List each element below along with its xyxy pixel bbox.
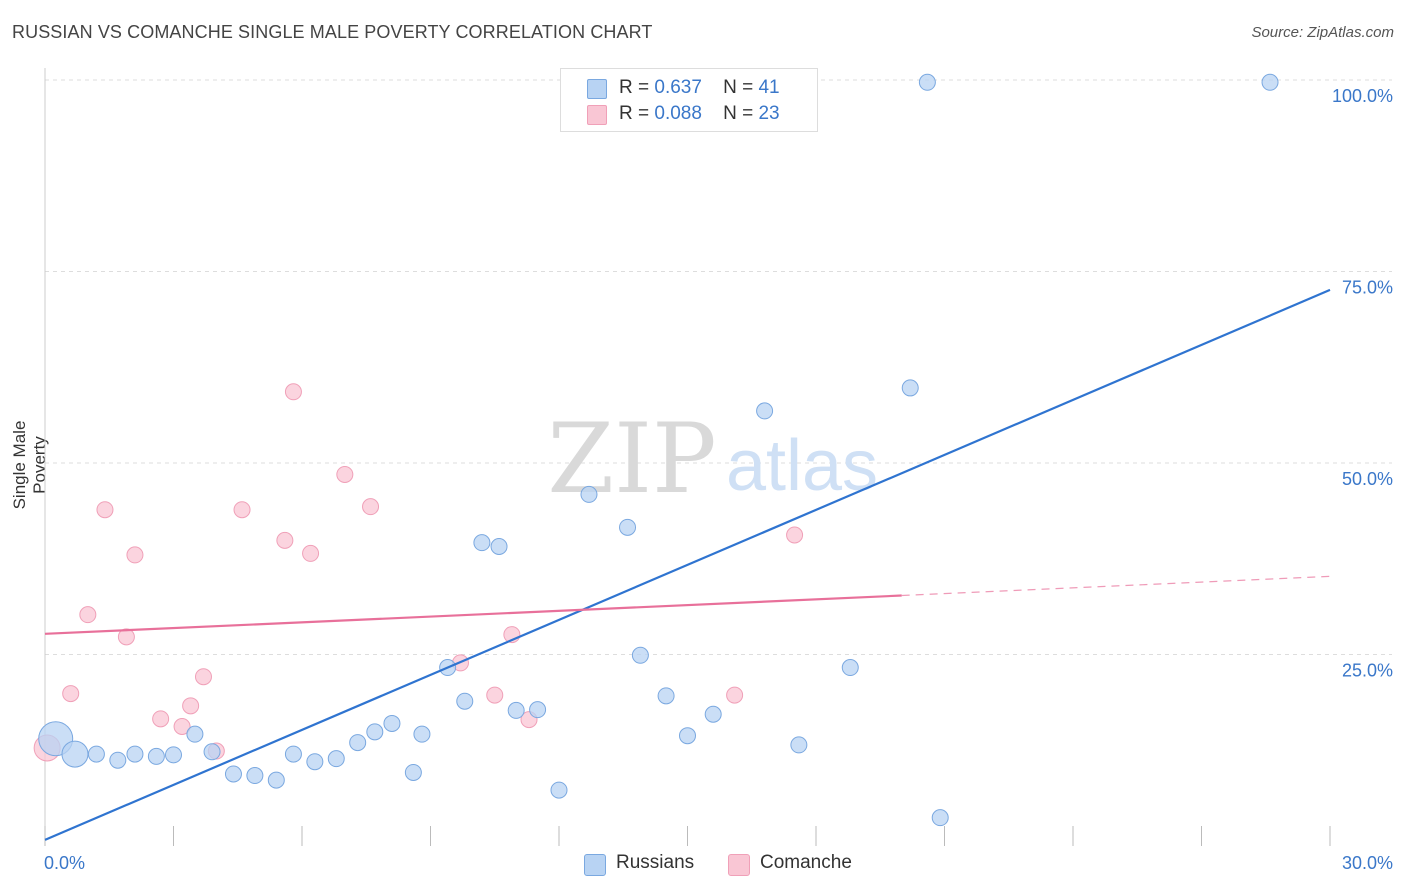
watermark-zip: ZIP — [547, 403, 716, 515]
russians-point — [679, 727, 696, 745]
x-tick-label-min: 0.0% — [44, 853, 85, 873]
russians-point — [841, 659, 859, 677]
chart-source: Source: ZipAtlas.com — [1251, 24, 1394, 41]
russians-point — [203, 743, 221, 761]
russians-point — [704, 705, 722, 723]
russians-point — [550, 781, 568, 799]
russians-point — [366, 723, 384, 741]
y-tick-label: 50.0% — [1342, 469, 1393, 489]
russians-legend-swatch — [584, 854, 606, 876]
russians-point — [306, 753, 324, 771]
russians-point — [61, 740, 89, 768]
trend-line-comanche — [44, 594, 902, 635]
chart-title: RUSSIAN VS COMANCHE SINGLE MALE POVERTY … — [12, 22, 653, 42]
comanche-point — [336, 465, 354, 483]
axes — [44, 68, 1331, 846]
russians-n-value: 41 — [758, 77, 780, 98]
comanche-r-label: R = — [619, 103, 650, 124]
comanche-point — [233, 501, 251, 519]
russians-point — [404, 763, 422, 781]
comanche-r-value: 0.088 — [654, 103, 702, 124]
russians-legend-label: Russians — [616, 852, 695, 873]
russians-point — [456, 692, 474, 710]
comanche-point — [62, 685, 80, 703]
russians-point — [246, 767, 264, 785]
russians-point — [224, 765, 242, 783]
comanche-point — [96, 501, 114, 519]
comanche-point — [302, 544, 320, 562]
grid-lines — [45, 79, 1392, 655]
russians-point — [126, 745, 144, 763]
russians-point — [1261, 73, 1279, 91]
trend-line-russians — [44, 288, 1331, 841]
comanche-legend-swatch — [728, 854, 750, 876]
comanche-point — [173, 718, 191, 736]
russians-point — [267, 771, 285, 789]
russians-point — [87, 745, 105, 763]
comanche-point — [362, 498, 380, 516]
comanche-swatch — [587, 105, 607, 125]
russians-point — [901, 379, 919, 397]
russians-points — [38, 73, 1279, 827]
comanche-point — [126, 546, 144, 564]
russians-point — [529, 701, 547, 719]
russians-point — [490, 537, 508, 555]
comanche-point — [786, 526, 804, 544]
comanche-n-label: N = — [723, 103, 754, 124]
russians-point — [413, 725, 431, 743]
y-tick-label: 75.0% — [1342, 278, 1393, 298]
correlation-legend: R = 0.637 N = 41 R = 0.088 N = 23 — [560, 68, 818, 132]
russians-r-label: R = — [619, 77, 650, 98]
comanche-point — [726, 686, 744, 704]
comanche-point — [194, 668, 212, 686]
tick-labels: 25.0% 50.0% 75.0% 100.0% 0.0% 30.0% — [44, 86, 1393, 873]
russians-point — [631, 646, 649, 664]
comanche-point — [182, 697, 200, 715]
comanche-point — [284, 383, 302, 401]
comanche-legend-label: Comanche — [760, 852, 852, 873]
russians-point — [327, 750, 345, 768]
russians-point — [580, 485, 598, 503]
russians-swatch — [587, 79, 607, 99]
comanche-n-value: 23 — [758, 103, 780, 124]
trend-lines — [44, 288, 1331, 841]
y-tick-label: 100.0% — [1332, 86, 1393, 106]
russians-n-label: N = — [723, 77, 754, 98]
russians-point — [186, 725, 204, 743]
comanche-point — [276, 531, 294, 549]
russians-point — [109, 751, 127, 769]
watermark: ZIP atlas — [547, 403, 878, 515]
russians-point — [473, 534, 491, 552]
russians-r-value: 0.637 — [654, 77, 702, 98]
comanche-point — [117, 628, 135, 646]
russians-point — [284, 745, 302, 763]
russians-point — [619, 518, 637, 536]
russians-point — [349, 734, 367, 752]
comanche-point — [486, 686, 504, 704]
russians-point — [383, 714, 401, 732]
x-tick-label-max: 30.0% — [1342, 853, 1393, 873]
watermark-atlas: atlas — [726, 426, 878, 506]
russians-point — [790, 736, 808, 754]
russians-point — [657, 687, 675, 705]
comanche-point — [152, 710, 170, 728]
russians-point — [507, 701, 525, 719]
trend-line-comanche-extension — [901, 575, 1331, 597]
comanche-point — [79, 606, 97, 624]
russians-point — [918, 73, 936, 91]
y-tick-label: 25.0% — [1342, 661, 1393, 681]
russians-point — [756, 402, 774, 420]
russians-point — [147, 747, 165, 765]
russians-point — [931, 809, 949, 827]
russians-point — [165, 746, 182, 764]
